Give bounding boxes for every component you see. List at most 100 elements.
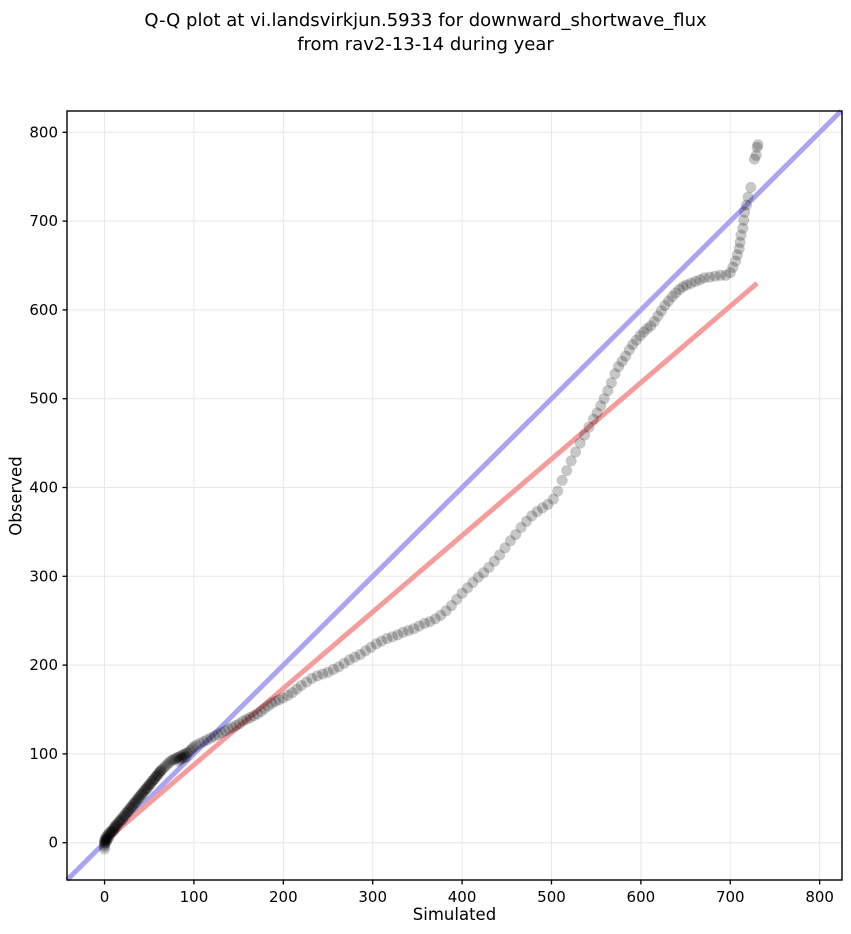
y-tick-label: 300 <box>29 567 58 585</box>
qq-point <box>159 760 171 772</box>
qq-point <box>579 429 591 441</box>
qq-point <box>116 813 127 825</box>
qq-point <box>720 269 732 281</box>
qq-point <box>181 747 193 759</box>
x-tick-label: 200 <box>269 888 298 906</box>
qq-point <box>173 755 185 767</box>
qq-point <box>595 400 607 412</box>
qq-point <box>685 277 697 289</box>
qq-point <box>226 721 238 733</box>
qq-point <box>123 806 135 818</box>
qq-point <box>652 310 664 322</box>
qq-point <box>709 270 721 282</box>
qq-point <box>133 792 145 804</box>
qq-point <box>153 767 165 779</box>
qq-point <box>266 697 278 709</box>
qq-point <box>101 834 113 846</box>
qq-point <box>100 831 112 842</box>
qq-point <box>273 694 285 706</box>
qq-point <box>317 668 329 680</box>
qq-point <box>751 141 763 153</box>
qq-point <box>184 744 196 756</box>
qq-point <box>135 789 147 801</box>
qq-point <box>730 255 742 267</box>
qq-point <box>663 295 675 307</box>
qq-point <box>655 305 667 317</box>
qq-point <box>609 368 621 380</box>
qq-point <box>150 771 161 783</box>
qq-point <box>259 703 270 715</box>
qq-point <box>198 736 210 747</box>
qq-point <box>144 778 156 790</box>
qq-point <box>132 793 144 805</box>
qq-point <box>212 728 224 740</box>
qq-point <box>146 775 158 787</box>
qq-point <box>429 613 441 625</box>
qq-point <box>574 437 586 449</box>
x-tick-label: 800 <box>805 888 834 906</box>
qq-point <box>105 827 117 839</box>
qq-point <box>152 768 164 780</box>
y-tick-label: 700 <box>29 212 58 230</box>
qq-point <box>542 498 554 510</box>
qq-point <box>237 715 249 727</box>
qq-point <box>504 535 516 547</box>
qq-point <box>115 815 127 827</box>
qq-point <box>526 510 538 522</box>
qq-point <box>158 762 169 774</box>
qq-point <box>360 645 372 657</box>
qq-point <box>175 750 187 762</box>
qq-point <box>99 834 111 846</box>
qq-point <box>413 620 425 632</box>
qq-point <box>598 393 610 405</box>
qq-point <box>588 413 599 425</box>
qq-point <box>177 749 189 761</box>
y-tick-label: 400 <box>29 479 58 497</box>
qq-point <box>99 837 110 849</box>
qq-point <box>306 672 318 684</box>
qq-point <box>234 718 245 730</box>
qq-point <box>419 617 431 629</box>
y-tick-label: 0 <box>48 834 58 852</box>
qq-point <box>681 279 692 291</box>
x-tick-label: 100 <box>180 888 209 906</box>
qq-point <box>634 330 646 342</box>
qq-point <box>186 743 198 755</box>
y-tick-label: 600 <box>29 301 58 319</box>
qq-point <box>627 339 639 350</box>
qq-point <box>101 831 113 843</box>
qq-point <box>620 350 632 362</box>
qq-point <box>133 791 144 803</box>
qq-point <box>673 284 685 295</box>
qq-point <box>109 823 121 834</box>
qq-point <box>117 811 129 823</box>
qq-point <box>734 236 746 248</box>
qq-point <box>175 753 186 765</box>
qq-point <box>149 773 161 785</box>
qq-point <box>138 785 150 797</box>
x-axis-label: Simulated <box>412 905 497 924</box>
axes-spines <box>66 110 843 881</box>
qq-point <box>194 737 206 749</box>
qq-point <box>483 561 495 573</box>
qq-point <box>230 720 242 731</box>
qq-point <box>742 191 754 203</box>
qq-point <box>180 751 192 763</box>
qq-point <box>113 816 125 828</box>
qq-point <box>445 600 457 612</box>
qq-point <box>301 676 313 688</box>
qq-point <box>638 326 650 338</box>
regression-line <box>100 281 759 846</box>
chart-title-line2: from rav2-13-14 during year <box>297 34 554 55</box>
qq-point <box>108 825 119 837</box>
chart-title: Q-Q plot at vi.landsvirkjun.5933 for dow… <box>0 9 851 57</box>
qq-point <box>111 820 123 832</box>
qq-point <box>605 377 617 389</box>
x-tick-label: 400 <box>448 888 477 906</box>
qq-point <box>659 300 671 311</box>
qq-point <box>424 616 436 628</box>
qq-point <box>116 814 128 826</box>
qq-point <box>478 567 490 579</box>
y-axis-label: Observed <box>6 456 26 536</box>
